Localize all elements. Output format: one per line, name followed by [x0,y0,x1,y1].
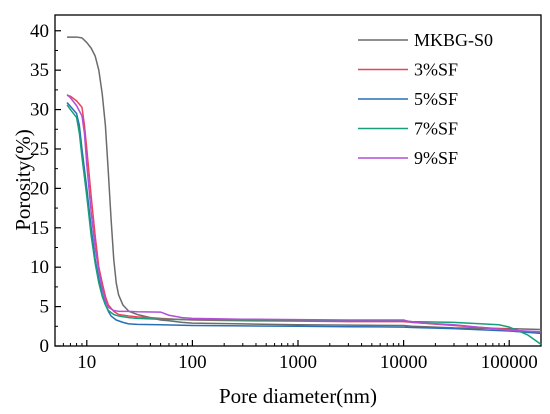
y-tick-label: 10 [30,257,49,278]
y-tick-label: 40 [30,21,49,42]
plot-frame [54,14,542,347]
series-line-5 [66,94,542,333]
x-tick-label: 10 [77,352,96,373]
y-tick-label: 25 [30,139,49,160]
x-tick-label: 1000 [279,352,317,373]
y-tick-label: 20 [30,178,49,199]
y-tick-label: 15 [30,218,49,239]
legend-label: MKBG-S0 [414,30,493,50]
series-line-1 [67,36,542,331]
x-tick-label: 100000 [481,352,538,373]
axis-layer: 0 5 10 15 20 25 30 35 40 10 100 1000 10000 100000 [30,21,538,373]
y-tick-label: 0 [40,336,50,357]
y-tick-label: 5 [40,297,50,318]
legend-label: 9%SF [414,148,458,168]
legend-label: 3%SF [414,60,458,80]
legend-label: 7%SF [414,119,458,139]
series-layer [66,36,542,346]
legend-label: 5%SF [414,89,458,109]
series-line-2 [66,94,542,335]
y-tick-label: 35 [30,60,49,81]
x-tick-label: 100 [178,352,207,373]
y-axis-title: Porosity(%) [11,129,35,231]
x-axis-title: Pore diameter(nm) [219,384,377,408]
series-line-3 [66,101,542,335]
legend: MKBG-S0 3%SF 5%SF 7%SF 9%SF [358,30,493,168]
y-tick-label: 30 [30,100,49,121]
x-tick-label: 10000 [380,352,428,373]
series-line-4 [66,104,542,346]
